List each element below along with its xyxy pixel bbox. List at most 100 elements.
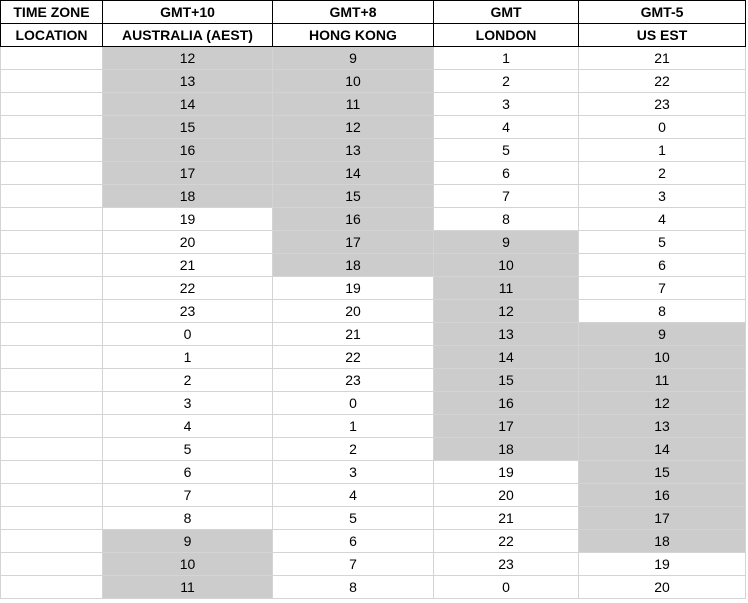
row-label-cell[interactable] [0,483,103,507]
hour-cell[interactable]: 4 [578,207,746,231]
hour-cell[interactable]: 20 [578,575,746,599]
location-header-cell[interactable]: US EST [578,23,746,47]
hour-cell[interactable]: 7 [272,552,434,576]
hour-cell[interactable]: 11 [433,276,579,300]
hour-cell[interactable]: 4 [102,414,273,438]
hour-cell[interactable]: 1 [578,138,746,162]
hour-cell[interactable]: 14 [578,437,746,461]
hour-cell[interactable]: 10 [102,552,273,576]
hour-cell[interactable]: 11 [578,368,746,392]
hour-cell[interactable]: 14 [102,92,273,116]
hour-cell[interactable]: 13 [102,69,273,93]
hour-cell[interactable]: 21 [578,46,746,70]
row-label-cell[interactable] [0,46,103,70]
hour-cell[interactable]: 21 [433,506,579,530]
hour-cell[interactable]: 8 [578,299,746,323]
row-label-cell[interactable] [0,253,103,277]
hour-cell[interactable]: 11 [102,575,273,599]
hour-cell[interactable]: 7 [433,184,579,208]
hour-cell[interactable]: 4 [433,115,579,139]
hour-cell[interactable]: 15 [272,184,434,208]
hour-cell[interactable]: 17 [433,414,579,438]
hour-cell[interactable]: 15 [102,115,273,139]
row-label-cell[interactable] [0,322,103,346]
hour-cell[interactable]: 2 [272,437,434,461]
row-label-cell[interactable] [0,506,103,530]
hour-cell[interactable]: 13 [433,322,579,346]
hour-cell[interactable]: 23 [102,299,273,323]
hour-cell[interactable]: 6 [102,460,273,484]
hour-cell[interactable]: 18 [433,437,579,461]
hour-cell[interactable]: 20 [102,230,273,254]
timezone-header-cell[interactable]: GMT-5 [578,0,746,24]
hour-cell[interactable]: 8 [433,207,579,231]
hour-cell[interactable]: 12 [433,299,579,323]
row-label-cell[interactable] [0,184,103,208]
row-label-cell[interactable] [0,414,103,438]
timezone-header-cell[interactable]: GMT [433,0,579,24]
hour-cell[interactable]: 9 [578,322,746,346]
row-label-cell[interactable] [0,437,103,461]
hour-cell[interactable]: 23 [578,92,746,116]
hour-cell[interactable]: 15 [433,368,579,392]
hour-cell[interactable]: 18 [102,184,273,208]
hour-cell[interactable]: 2 [433,69,579,93]
row-label-cell[interactable] [0,115,103,139]
hour-cell[interactable]: 16 [272,207,434,231]
hour-cell[interactable]: 9 [102,529,273,553]
hour-cell[interactable]: 10 [433,253,579,277]
hour-cell[interactable]: 10 [272,69,434,93]
row-label-cell[interactable] [0,230,103,254]
location-header-cell[interactable]: AUSTRALIA (AEST) [102,23,273,47]
hour-cell[interactable]: 23 [272,368,434,392]
hour-cell[interactable]: 14 [272,161,434,185]
location-row-label[interactable]: LOCATION [0,23,103,47]
hour-cell[interactable]: 4 [272,483,434,507]
row-label-cell[interactable] [0,552,103,576]
timezone-header-cell[interactable]: GMT+10 [102,0,273,24]
hour-cell[interactable]: 9 [433,230,579,254]
location-header-cell[interactable]: LONDON [433,23,579,47]
hour-cell[interactable]: 12 [102,46,273,70]
hour-cell[interactable]: 18 [578,529,746,553]
hour-cell[interactable]: 16 [578,483,746,507]
hour-cell[interactable]: 22 [272,345,434,369]
hour-cell[interactable]: 5 [102,437,273,461]
row-label-cell[interactable] [0,207,103,231]
hour-cell[interactable]: 8 [272,575,434,599]
hour-cell[interactable]: 2 [578,161,746,185]
hour-cell[interactable]: 1 [102,345,273,369]
hour-cell[interactable]: 17 [102,161,273,185]
hour-cell[interactable]: 18 [272,253,434,277]
hour-cell[interactable]: 0 [102,322,273,346]
hour-cell[interactable]: 21 [102,253,273,277]
hour-cell[interactable]: 5 [433,138,579,162]
hour-cell[interactable]: 16 [433,391,579,415]
row-label-cell[interactable] [0,138,103,162]
hour-cell[interactable]: 22 [102,276,273,300]
hour-cell[interactable]: 3 [272,460,434,484]
hour-cell[interactable]: 23 [433,552,579,576]
hour-cell[interactable]: 13 [272,138,434,162]
hour-cell[interactable]: 10 [578,345,746,369]
hour-cell[interactable]: 19 [272,276,434,300]
row-label-cell[interactable] [0,276,103,300]
hour-cell[interactable]: 13 [578,414,746,438]
hour-cell[interactable]: 22 [433,529,579,553]
hour-cell[interactable]: 0 [433,575,579,599]
hour-cell[interactable]: 7 [102,483,273,507]
hour-cell[interactable]: 6 [433,161,579,185]
hour-cell[interactable]: 19 [433,460,579,484]
hour-cell[interactable]: 5 [272,506,434,530]
hour-cell[interactable]: 3 [433,92,579,116]
location-header-cell[interactable]: HONG KONG [272,23,434,47]
hour-cell[interactable]: 12 [272,115,434,139]
hour-cell[interactable]: 6 [578,253,746,277]
hour-cell[interactable]: 0 [272,391,434,415]
row-label-cell[interactable] [0,391,103,415]
hour-cell[interactable]: 0 [578,115,746,139]
hour-cell[interactable]: 15 [578,460,746,484]
hour-cell[interactable]: 14 [433,345,579,369]
hour-cell[interactable]: 22 [578,69,746,93]
row-label-cell[interactable] [0,69,103,93]
